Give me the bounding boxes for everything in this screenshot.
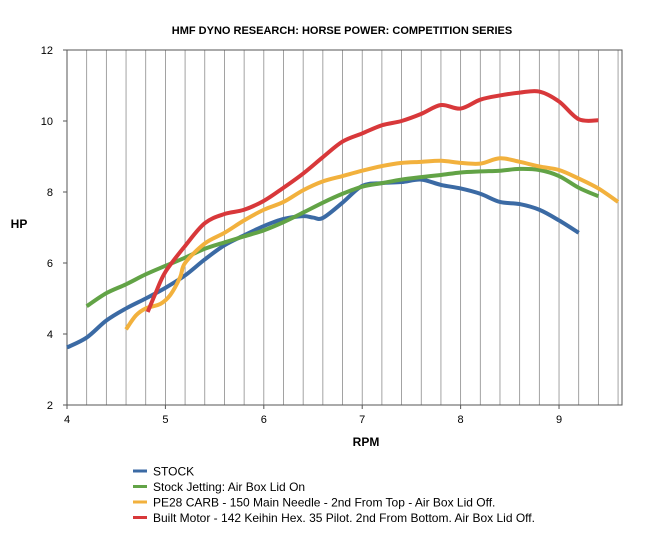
y-tick-label: 10 (41, 116, 53, 128)
legend-label-4: Built Motor - 142 Keihin Hex. 35 Pilot. … (153, 511, 535, 525)
x-tick-label: 8 (458, 414, 464, 426)
x-tick-label: 5 (162, 414, 168, 426)
legend-label-1: STOCK (153, 465, 194, 479)
y-tick-label: 2 (47, 400, 53, 412)
x-tick-label: 4 (64, 414, 70, 426)
x-tick-label: 9 (556, 414, 562, 426)
y-tick-label: 12 (41, 45, 53, 57)
y-tick-label: 4 (47, 329, 53, 341)
grid-layer (66, 50, 619, 405)
series-line-3 (124, 156, 620, 331)
x-tick-label: 7 (359, 414, 365, 426)
x-axis-title: RPM (353, 435, 380, 449)
series-line-4 (145, 88, 599, 313)
axes-layer (63, 49, 623, 409)
y-tick-label: 6 (47, 258, 53, 270)
legend-label-2: Stock Jetting: Air Box Lid On (153, 480, 305, 494)
x-tick-label: 6 (261, 414, 267, 426)
plot-border (66, 49, 623, 406)
chart-title: HMF DYNO RESEARCH: HORSE POWER: COMPETIT… (172, 25, 512, 37)
series-layer (66, 88, 620, 350)
y-tick-label: 8 (47, 187, 53, 199)
y-axis-title: HP (11, 217, 28, 231)
legend-label-3: PE28 CARB - 150 Main Needle - 2nd From T… (153, 496, 495, 510)
